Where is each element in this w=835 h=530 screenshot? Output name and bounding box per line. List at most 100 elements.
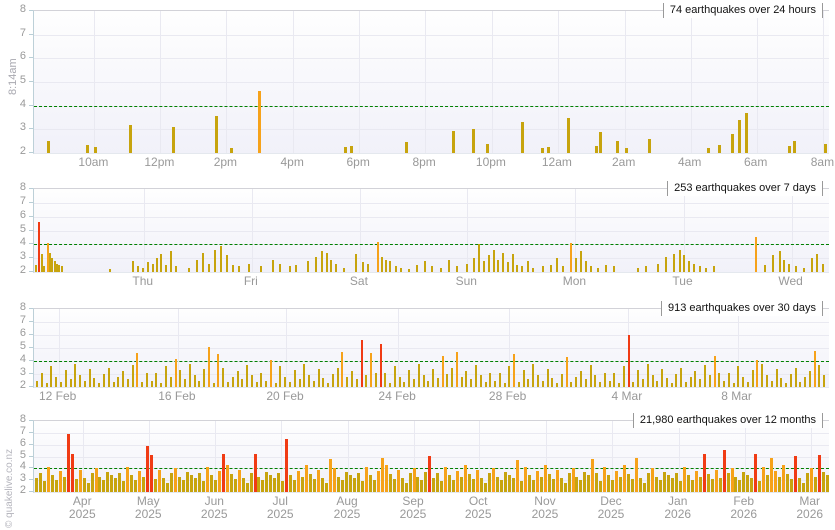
quake-bar[interactable] bbox=[560, 374, 563, 387]
quake-bar[interactable] bbox=[742, 376, 745, 387]
quake-bar[interactable] bbox=[646, 363, 649, 387]
quake-bar[interactable] bbox=[562, 266, 565, 272]
quake-bar[interactable] bbox=[146, 445, 150, 492]
quake-bar[interactable] bbox=[70, 454, 74, 492]
quake-bar[interactable] bbox=[436, 473, 440, 492]
quake-bar[interactable] bbox=[134, 480, 138, 492]
quake-bar[interactable] bbox=[535, 470, 539, 492]
quake-bar[interactable] bbox=[622, 366, 625, 387]
quake-bar[interactable] bbox=[762, 467, 766, 492]
quake-bar[interactable] bbox=[400, 267, 403, 272]
quake-bar[interactable] bbox=[527, 379, 530, 387]
quake-bar[interactable] bbox=[336, 367, 339, 387]
quake-bar[interactable] bbox=[541, 380, 544, 387]
quake-bar[interactable] bbox=[241, 477, 245, 492]
quake-bar[interactable] bbox=[236, 371, 239, 387]
quake-bar[interactable] bbox=[823, 375, 826, 387]
quake-bar[interactable] bbox=[404, 142, 408, 153]
quake-bar[interactable] bbox=[546, 368, 549, 387]
quake-bar[interactable] bbox=[780, 377, 783, 387]
quake-bar[interactable] bbox=[126, 467, 130, 492]
quake-bar[interactable] bbox=[527, 260, 530, 272]
quake-bar[interactable] bbox=[651, 375, 654, 387]
quake-bar[interactable] bbox=[408, 473, 412, 492]
quake-bar[interactable] bbox=[305, 464, 309, 492]
quake-bar[interactable] bbox=[678, 481, 682, 492]
quake-bar[interactable] bbox=[683, 255, 686, 272]
quake-bar[interactable] bbox=[219, 245, 222, 272]
quake-bar[interactable] bbox=[605, 265, 608, 272]
quake-bar[interactable] bbox=[632, 381, 635, 387]
quake-bar[interactable] bbox=[631, 478, 635, 492]
quake-bar[interactable] bbox=[364, 467, 368, 492]
quake-bar[interactable] bbox=[787, 145, 791, 153]
quake-bar[interactable] bbox=[368, 475, 372, 492]
quake-bar[interactable] bbox=[492, 249, 495, 272]
quake-bar[interactable] bbox=[428, 455, 432, 492]
quake-bar[interactable] bbox=[145, 372, 148, 387]
quake-bar[interactable] bbox=[265, 380, 268, 387]
quake-bar[interactable] bbox=[279, 263, 282, 272]
quake-bar[interactable] bbox=[174, 359, 177, 387]
quake-bar[interactable] bbox=[460, 376, 463, 387]
quake-bar[interactable] bbox=[64, 370, 67, 387]
quake-bar[interactable] bbox=[541, 148, 545, 153]
quake-bar[interactable] bbox=[355, 379, 358, 387]
quake-bar[interactable] bbox=[295, 265, 298, 272]
quake-bar[interactable] bbox=[372, 480, 376, 492]
quake-bar[interactable] bbox=[785, 383, 788, 387]
quake-bar[interactable] bbox=[117, 376, 120, 387]
quake-bar[interactable] bbox=[169, 251, 172, 272]
quake-bar[interactable] bbox=[273, 477, 277, 492]
quake-bar[interactable] bbox=[289, 475, 293, 492]
quake-bar[interactable] bbox=[627, 335, 630, 387]
quake-bar[interactable] bbox=[202, 252, 205, 272]
quake-bar[interactable] bbox=[394, 266, 397, 272]
quake-bar[interactable] bbox=[288, 266, 291, 272]
quake-bar[interactable] bbox=[726, 473, 730, 492]
quake-bar[interactable] bbox=[141, 381, 144, 387]
quake-bar[interactable] bbox=[50, 366, 53, 387]
quake-bar[interactable] bbox=[448, 475, 452, 492]
quake-bar[interactable] bbox=[424, 471, 428, 492]
quake-bar[interactable] bbox=[494, 380, 497, 387]
quake-bar[interactable] bbox=[188, 363, 191, 387]
quake-bar[interactable] bbox=[615, 470, 619, 492]
quake-bar[interactable] bbox=[813, 476, 817, 492]
quake-bar[interactable] bbox=[802, 482, 806, 492]
quake-bar[interactable] bbox=[78, 469, 82, 492]
quake-bar[interactable] bbox=[348, 475, 352, 492]
quake-bar[interactable] bbox=[46, 467, 50, 492]
quake-bar[interactable] bbox=[179, 370, 182, 387]
quake-bar[interactable] bbox=[447, 259, 450, 272]
quake-bar[interactable] bbox=[699, 379, 702, 387]
quake-bar[interactable] bbox=[325, 482, 329, 492]
quake-bar[interactable] bbox=[322, 377, 325, 387]
quake-bar[interactable] bbox=[189, 475, 193, 492]
quake-bar[interactable] bbox=[102, 374, 105, 387]
quake-bar[interactable] bbox=[484, 381, 487, 387]
quake-bar[interactable] bbox=[613, 266, 616, 272]
quake-bar[interactable] bbox=[174, 468, 177, 492]
quake-bar[interactable] bbox=[379, 344, 382, 387]
quake-bar[interactable] bbox=[519, 481, 523, 492]
quake-bar[interactable] bbox=[823, 143, 827, 153]
quake-bar[interactable] bbox=[436, 377, 439, 387]
quake-bar[interactable] bbox=[142, 476, 146, 492]
quake-bar[interactable] bbox=[770, 457, 774, 492]
quake-bar[interactable] bbox=[452, 480, 456, 492]
quake-bar[interactable] bbox=[177, 476, 181, 492]
quake-bar[interactable] bbox=[511, 477, 515, 492]
quake-bar[interactable] bbox=[635, 457, 639, 492]
quake-bar[interactable] bbox=[245, 482, 249, 492]
quake-bar[interactable] bbox=[761, 363, 764, 387]
quake-bar[interactable] bbox=[82, 477, 86, 492]
quake-bar[interactable] bbox=[102, 480, 106, 492]
quake-bar[interactable] bbox=[160, 383, 163, 387]
quake-bar[interactable] bbox=[521, 266, 524, 272]
quake-bar[interactable] bbox=[497, 259, 500, 272]
quake-bar[interactable] bbox=[333, 468, 336, 492]
quake-bar[interactable] bbox=[516, 265, 519, 272]
quake-bar[interactable] bbox=[507, 475, 511, 492]
quake-bar[interactable] bbox=[297, 470, 301, 492]
